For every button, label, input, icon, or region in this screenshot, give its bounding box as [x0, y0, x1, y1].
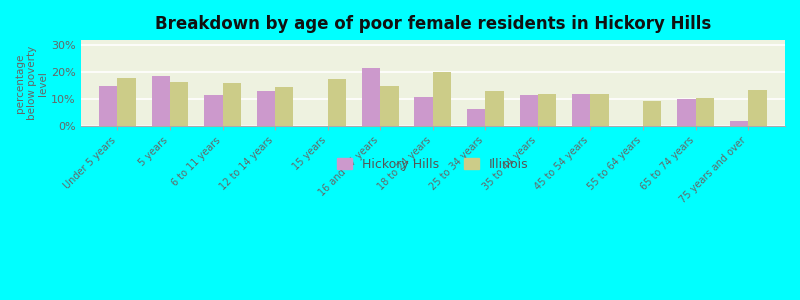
Bar [572, 94, 590, 126]
Bar [99, 86, 118, 126]
Bar [678, 99, 696, 126]
Bar [362, 68, 380, 126]
Bar [696, 98, 714, 126]
Bar [643, 100, 662, 126]
Bar [519, 95, 538, 126]
Bar [486, 91, 504, 126]
Bar [433, 72, 451, 126]
Bar [467, 109, 486, 126]
Bar [151, 76, 170, 126]
Bar [222, 83, 241, 126]
Y-axis label: percentage
below poverty
level: percentage below poverty level [15, 46, 48, 120]
Bar [748, 90, 766, 126]
Bar [414, 97, 433, 126]
Legend: Hickory Hills, Illinois: Hickory Hills, Illinois [332, 153, 534, 176]
Bar [204, 95, 222, 126]
Bar [118, 78, 136, 126]
Bar [257, 91, 275, 126]
Bar [730, 121, 748, 126]
Bar [275, 87, 294, 126]
Bar [538, 94, 556, 126]
Title: Breakdown by age of poor female residents in Hickory Hills: Breakdown by age of poor female resident… [154, 15, 711, 33]
Bar [170, 82, 188, 126]
Bar [590, 94, 609, 126]
Bar [380, 86, 398, 126]
Bar [328, 79, 346, 126]
